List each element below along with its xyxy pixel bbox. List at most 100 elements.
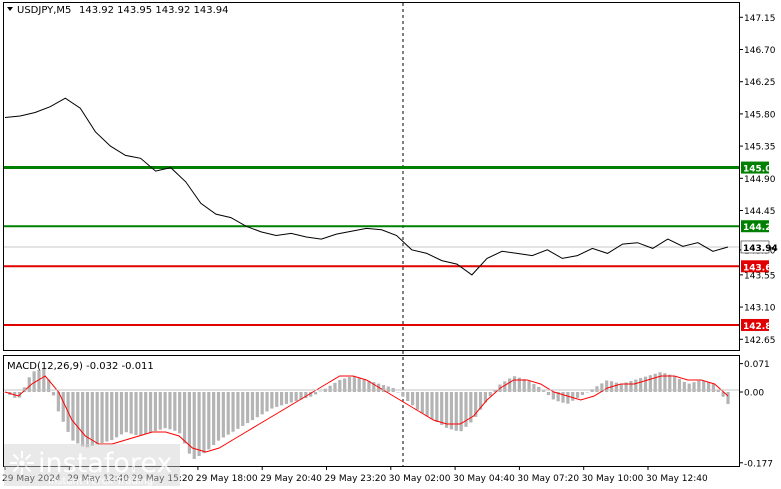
- macd-bar: [551, 392, 555, 400]
- macd-label: MACD(12,26,9) -0.032 -0.011: [7, 361, 154, 372]
- macd-bar: [42, 368, 46, 392]
- macd-bar: [134, 392, 138, 436]
- time-tick-label: 29 May 18:00: [196, 474, 258, 484]
- macd-bar: [265, 392, 269, 412]
- price-tick-label: 142.65: [744, 336, 776, 346]
- macd-bar: [144, 392, 148, 434]
- macd-bar: [527, 381, 531, 392]
- macd-bar: [158, 392, 162, 430]
- macd-bar: [702, 380, 706, 392]
- macd-bar: [182, 392, 187, 444]
- macd-bar: [226, 392, 230, 435]
- macd-bar: [469, 392, 473, 423]
- price-tick-label: 143.10: [744, 304, 776, 314]
- time-tick-label: 29 May 2024: [2, 474, 61, 484]
- macd-bar: [614, 382, 618, 392]
- macd-bar: [517, 377, 521, 392]
- macd-bar: [440, 392, 444, 425]
- macd-bar: [81, 392, 85, 447]
- price-panel-frame: [3, 2, 740, 351]
- instaforex-logo-icon: [10, 451, 34, 475]
- macd-bar: [352, 376, 356, 392]
- macd-bar: [173, 392, 177, 431]
- price-tick-label: 145.35: [744, 143, 776, 153]
- level-tag-label: 145.05: [743, 165, 778, 175]
- macd-bar: [711, 383, 716, 392]
- macd-bar: [459, 392, 463, 432]
- macd-bar: [449, 392, 454, 430]
- macd-bar: [328, 385, 332, 392]
- level-tag-box: [741, 318, 769, 331]
- macd-bar: [231, 392, 235, 432]
- time-tick-label: 29 May 23:20: [325, 474, 387, 484]
- macd-signal-line: [4, 375, 729, 453]
- level-tag-box: [740, 240, 770, 254]
- time-tick-label: 29 May 15:20: [132, 474, 194, 484]
- macd-bar: [454, 392, 458, 431]
- macd-bar: [546, 392, 551, 396]
- watermark-brand: instaforex: [38, 448, 172, 479]
- level-tag-box: [741, 220, 769, 233]
- macd-bar: [658, 372, 662, 392]
- macd-bar: [639, 378, 643, 392]
- macd-bar: [566, 392, 570, 404]
- instaforex-watermark: instaforex Instant Forex Trading: [4, 444, 180, 487]
- macd-histogram: [3, 368, 730, 459]
- macd-bar: [76, 392, 80, 444]
- macd-bar: [444, 392, 449, 428]
- watermark-tagline: Instant Forex Trading: [48, 476, 153, 487]
- macd-bar: [571, 392, 575, 401]
- macd-bar: [289, 392, 293, 403]
- macd-bar: [697, 380, 701, 392]
- macd-bar: [532, 384, 536, 392]
- macd-bar: [372, 382, 376, 392]
- level-tag-box: [741, 260, 769, 273]
- macd-bar: [313, 392, 318, 395]
- macd-bar: [410, 392, 415, 406]
- macd-bar: [619, 383, 623, 392]
- macd-bar: [110, 392, 114, 441]
- macd-bar: [318, 391, 323, 393]
- macd-bar: [299, 392, 303, 400]
- macd-bar: [561, 392, 565, 403]
- macd-bar: [100, 392, 104, 444]
- macd-bar: [430, 392, 434, 420]
- macd-bar: [27, 377, 31, 392]
- macd-bar: [202, 392, 206, 454]
- macd-bar: [139, 392, 143, 436]
- macd-bar: [706, 382, 711, 392]
- macd-bar: [241, 392, 245, 426]
- macd-bar: [270, 392, 274, 409]
- macd-bar: [488, 392, 492, 397]
- macd-bar: [663, 373, 667, 392]
- level-tag-label: 143.94: [743, 244, 778, 254]
- macd-bar: [624, 382, 628, 392]
- macd-bar: [716, 389, 720, 392]
- macd-bar: [71, 392, 75, 441]
- macd-bar: [333, 382, 337, 392]
- macd-tick-label: 0.00: [744, 389, 764, 399]
- macd-bar: [420, 392, 424, 414]
- macd-bar: [95, 392, 99, 445]
- macd-bar: [37, 369, 41, 392]
- macd-bar: [692, 382, 696, 392]
- macd-bar: [153, 392, 158, 432]
- macd-bar: [284, 392, 289, 404]
- macd-bar: [474, 392, 478, 417]
- macd-bar: [148, 392, 153, 433]
- macd-bar: [435, 392, 439, 423]
- macd-bar: [163, 392, 167, 429]
- macd-bar: [192, 392, 196, 459]
- macd-bar: [212, 392, 216, 445]
- level-tag-box: [741, 161, 769, 174]
- macd-bar: [401, 392, 405, 397]
- macd-bar: [216, 392, 221, 441]
- macd-bar: [105, 392, 109, 442]
- macd-bar: [542, 390, 546, 392]
- macd-bar: [668, 374, 672, 392]
- collapse-arrow-icon[interactable]: [7, 7, 13, 11]
- macd-bar: [32, 371, 36, 392]
- macd-bar: [294, 392, 298, 402]
